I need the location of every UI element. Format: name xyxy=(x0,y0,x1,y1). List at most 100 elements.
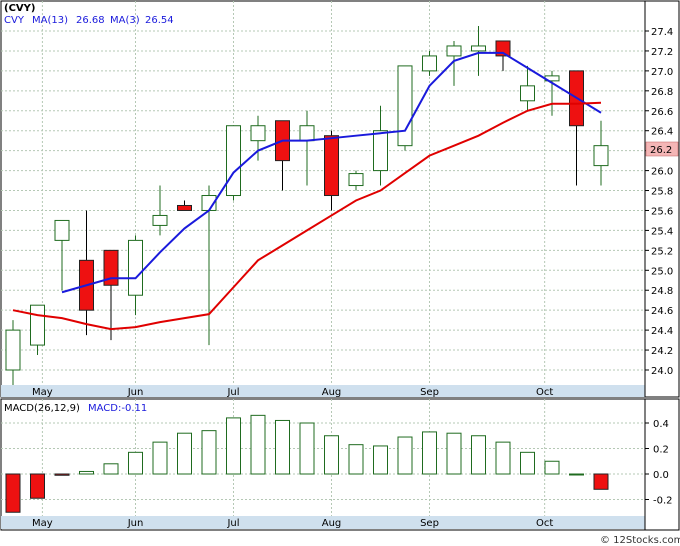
macd-month-label: Jun xyxy=(127,518,144,529)
macd-x-axis-band xyxy=(1,516,645,529)
candle-body xyxy=(128,239,143,296)
macd-bar xyxy=(201,430,217,475)
price-month-label: Aug xyxy=(322,387,342,398)
ma13-line xyxy=(61,51,602,294)
candle xyxy=(152,185,168,236)
price-month-label: Oct xyxy=(536,387,553,398)
candle-body xyxy=(324,135,339,197)
macd-bar xyxy=(79,470,94,475)
macd-bar xyxy=(569,473,584,476)
candle-body xyxy=(520,85,535,102)
price-panel: 24.0 24.2 24.4 24.6 24.8 25.0 25.2 25.4 25.6 25.8… xyxy=(0,0,680,398)
macd-x-axis: May Jun Jul Aug Sep Oct xyxy=(32,518,553,529)
price-y-tick-label: 24.2 xyxy=(651,346,673,357)
macd-bar xyxy=(495,441,511,475)
last-price-badge: 26.2 xyxy=(645,141,679,157)
price-y-tick-label: 25.4 xyxy=(651,226,673,237)
macd-bar-series xyxy=(5,414,609,513)
macd-bar xyxy=(5,473,21,513)
macd-bar xyxy=(348,444,364,475)
candle-body xyxy=(348,173,364,187)
macd-panel: 0.4 0.2 0.0 -0.2 May Jun Jul Aug Sep Oct MACD(26… xyxy=(0,398,680,531)
price-y-tick-label: 25.6 xyxy=(651,206,673,217)
candle-body xyxy=(299,125,315,142)
candlestick-series xyxy=(5,26,609,385)
macd-y-axis: 0.4 0.2 0.0 -0.2 xyxy=(645,419,673,507)
macd-bar xyxy=(397,436,413,475)
candle-body xyxy=(226,125,241,197)
macd-bar xyxy=(471,435,486,475)
candle-body xyxy=(30,304,45,346)
candle-body xyxy=(471,45,486,52)
macd-bar xyxy=(373,445,388,475)
candle xyxy=(5,320,21,385)
price-y-tick-label: 24.0 xyxy=(651,366,673,377)
price-month-label: Sep xyxy=(420,387,439,398)
candle xyxy=(397,65,413,151)
macd-month-label: Sep xyxy=(420,518,439,529)
legend-ma13-label: MA(13) xyxy=(32,15,68,26)
price-month-label: May xyxy=(32,387,53,398)
macd-bar xyxy=(250,414,266,475)
last-price-label: 26.2 xyxy=(650,145,672,156)
macd-y-tick-label: 0.2 xyxy=(653,445,669,456)
price-y-tick-label: 27.0 xyxy=(651,67,673,78)
candle-body xyxy=(373,130,388,172)
macd-bar xyxy=(152,441,168,475)
price-y-tick-label: 25.2 xyxy=(651,246,673,257)
macd-bar xyxy=(177,432,192,475)
candle-body xyxy=(397,65,413,147)
legend: (CVY) MA(13) 26.68 MA(3) 26.54 CVY xyxy=(4,3,174,26)
price-month-label: Jun xyxy=(127,387,144,398)
candle xyxy=(422,50,437,76)
price-y-tick-label: 24.8 xyxy=(651,286,673,297)
legend-ma3-value: 26.54 xyxy=(145,15,174,26)
macd-bar xyxy=(54,473,70,476)
macd-bar xyxy=(103,463,119,475)
candle-body xyxy=(103,249,119,286)
price-x-axis-band xyxy=(1,385,645,397)
price-y-tick-label: 24.4 xyxy=(651,326,673,337)
candle xyxy=(177,200,192,211)
price-y-tick-label: 27.2 xyxy=(651,47,673,58)
candle-body xyxy=(54,219,70,241)
candle xyxy=(54,219,70,291)
price-y-tick-label: 25.0 xyxy=(651,266,673,277)
macd-title: MACD(26,12,9) xyxy=(4,403,80,414)
price-y-tick-label: 27.4 xyxy=(651,27,673,38)
candle-body xyxy=(422,55,437,72)
candle xyxy=(471,26,486,76)
candle xyxy=(103,249,119,341)
macd-bar xyxy=(30,473,45,499)
price-y-tick-label: 24.6 xyxy=(651,306,673,317)
price-month-label: Jul xyxy=(226,387,239,398)
candle xyxy=(226,125,241,201)
candle xyxy=(128,235,143,316)
macd-y-tick-label: -0.2 xyxy=(653,496,673,507)
macd-y-tick-label: 0.4 xyxy=(653,419,669,430)
candle xyxy=(348,170,364,191)
candle xyxy=(373,105,388,186)
footer-credit: © 12Stocks.com xyxy=(600,535,680,546)
candle xyxy=(324,130,339,211)
legend-ma13-value: 26.68 xyxy=(76,15,105,26)
macd-bar xyxy=(324,435,339,475)
price-y-tick-label: 26.8 xyxy=(651,87,673,98)
candle-body xyxy=(446,45,462,57)
macd-month-label: May xyxy=(32,518,53,529)
legend-symbol-short: CVY xyxy=(4,15,25,26)
macd-bar xyxy=(226,417,241,475)
macd-bar xyxy=(446,432,462,475)
macd-month-label: Aug xyxy=(322,518,342,529)
candle xyxy=(446,40,462,86)
candle xyxy=(593,120,609,186)
candle xyxy=(299,110,315,186)
price-y-tick-label: 26.0 xyxy=(651,167,673,178)
price-x-axis: May Jun Jul Aug Sep Oct xyxy=(32,387,553,398)
candle-body xyxy=(152,214,168,226)
macd-bar xyxy=(520,451,535,475)
macd-bar xyxy=(422,431,437,475)
candle-body xyxy=(177,204,192,211)
legend-symbol: (CVY) xyxy=(4,3,35,14)
